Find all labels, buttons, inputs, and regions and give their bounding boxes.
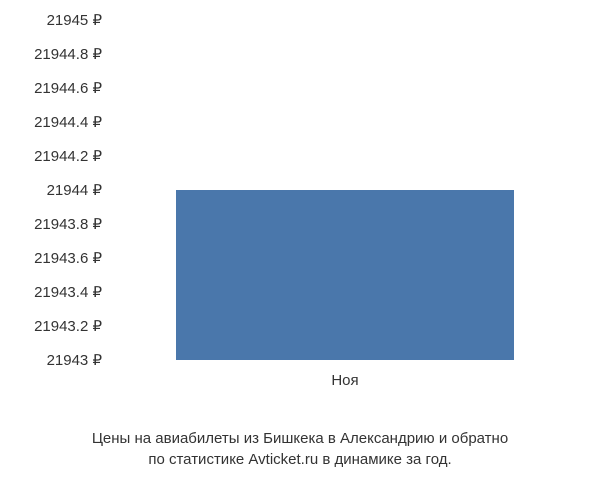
caption-line-2: по статистике Avticket.ru в динамике за … [0,449,600,470]
y-tick-label: 21944.4 ₽ [34,113,102,131]
plot-area: Ноя [110,20,580,360]
y-tick-label: 21943.2 ₽ [34,317,102,335]
y-tick-label: 21944 ₽ [47,181,102,199]
y-tick-label: 21945 ₽ [47,11,102,29]
y-tick-label: 21943.8 ₽ [34,215,102,233]
x-category-label: Ноя [331,372,358,389]
bar [176,190,514,360]
chart-caption: Цены на авиабилеты из Бишкека в Александ… [0,428,600,470]
y-tick-label: 21944.6 ₽ [34,79,102,97]
y-tick-label: 21943.6 ₽ [34,249,102,267]
chart-container: 21945 ₽ 21944.8 ₽ 21944.6 ₽ 21944.4 ₽ 21944.… [0,0,600,500]
y-axis: 21945 ₽21944.8 ₽21944.6 ₽21944.4 ₽21944.… [0,20,110,360]
y-tick-label: 21943.4 ₽ [34,283,102,301]
y-tick-label: 21944.8 ₽ [34,45,102,63]
y-tick-label: 21944.2 ₽ [34,147,102,165]
caption-line-1: Цены на авиабилеты из Бишкека в Александ… [0,428,600,449]
y-tick-label: 21943 ₽ [47,351,102,369]
